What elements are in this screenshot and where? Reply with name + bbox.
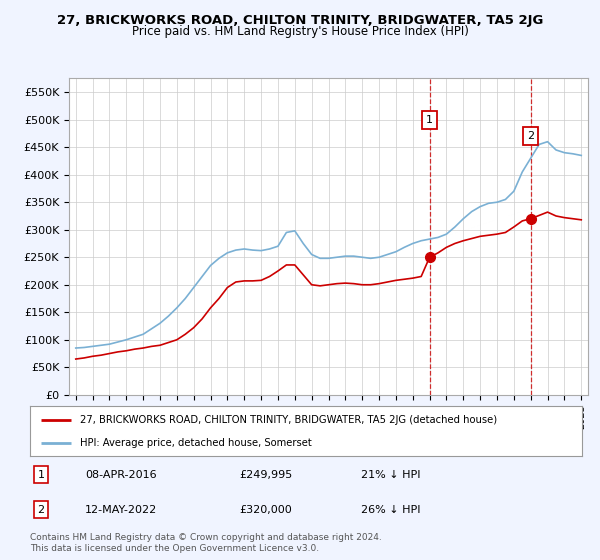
Text: 2: 2 [37, 505, 44, 515]
Text: 26% ↓ HPI: 26% ↓ HPI [361, 505, 421, 515]
Text: 27, BRICKWORKS ROAD, CHILTON TRINITY, BRIDGWATER, TA5 2JG: 27, BRICKWORKS ROAD, CHILTON TRINITY, BR… [57, 14, 543, 27]
Text: 2: 2 [527, 131, 534, 141]
Text: 21% ↓ HPI: 21% ↓ HPI [361, 470, 421, 479]
Text: 1: 1 [38, 470, 44, 479]
Text: £320,000: £320,000 [240, 505, 293, 515]
Text: 12-MAY-2022: 12-MAY-2022 [85, 505, 157, 515]
Text: 27, BRICKWORKS ROAD, CHILTON TRINITY, BRIDGWATER, TA5 2JG (detached house): 27, BRICKWORKS ROAD, CHILTON TRINITY, BR… [80, 414, 497, 424]
Text: £249,995: £249,995 [240, 470, 293, 479]
Text: Price paid vs. HM Land Registry's House Price Index (HPI): Price paid vs. HM Land Registry's House … [131, 25, 469, 38]
Text: 08-APR-2016: 08-APR-2016 [85, 470, 157, 479]
Text: Contains HM Land Registry data © Crown copyright and database right 2024.
This d: Contains HM Land Registry data © Crown c… [30, 533, 382, 553]
Text: 1: 1 [426, 115, 433, 125]
Text: HPI: Average price, detached house, Somerset: HPI: Average price, detached house, Some… [80, 438, 311, 448]
